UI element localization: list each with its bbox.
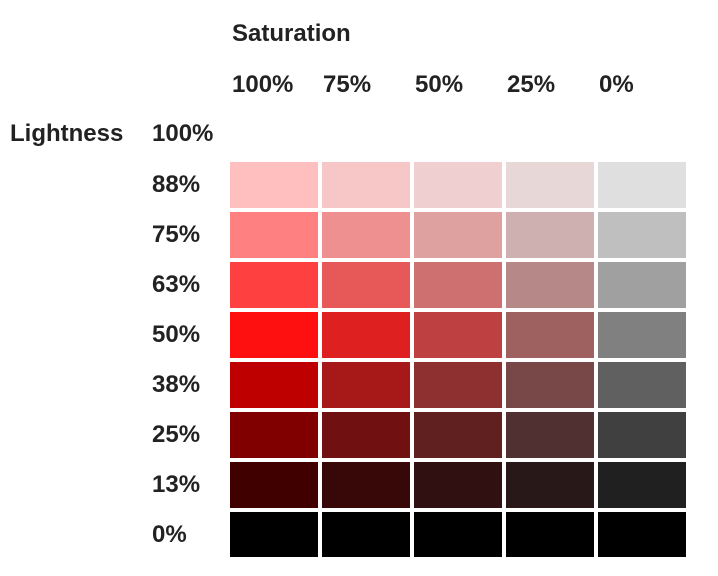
lightness-label-row: 38% [152,371,201,398]
color-swatch [230,512,318,557]
color-swatch [506,312,594,358]
color-swatch [322,212,410,258]
lightness-label-row: 0% [152,521,187,548]
lightness-label-100: 100% [152,120,214,147]
lightness-label-row: 75% [152,221,201,248]
color-swatch [414,162,502,208]
color-swatch [230,412,318,458]
color-swatch [506,462,594,508]
color-swatch [598,162,686,208]
color-swatch [322,262,410,308]
color-swatch [414,512,502,557]
color-swatch [322,512,410,557]
color-swatch [230,312,318,358]
lightness-label-row: 13% [152,471,201,498]
color-swatch [506,362,594,408]
saturation-header-50: 50% [415,71,464,98]
lightness-label-row: 25% [152,421,201,448]
color-swatch [322,362,410,408]
color-swatch [598,512,686,557]
color-swatch [414,412,502,458]
color-swatch [598,312,686,358]
color-swatch [598,262,686,308]
color-swatch [322,162,410,208]
color-swatch [230,162,318,208]
color-swatch [230,362,318,408]
lightness-label-row: 50% [152,321,201,348]
color-swatch [506,212,594,258]
color-swatch [506,412,594,458]
color-swatch [414,462,502,508]
color-swatch [598,362,686,408]
saturation-header-0: 0% [599,71,634,98]
color-swatch [322,312,410,358]
color-swatch [506,162,594,208]
color-swatch [322,412,410,458]
color-swatch [506,512,594,557]
color-swatch [230,212,318,258]
color-swatch [598,212,686,258]
color-swatch [230,262,318,308]
color-swatch [506,262,594,308]
color-swatch [598,412,686,458]
saturation-header-100: 100% [232,71,294,98]
lightness-label-row: 88% [152,171,201,198]
color-swatch [414,312,502,358]
color-swatch [414,362,502,408]
saturation-header-25: 25% [507,71,556,98]
color-swatch [414,262,502,308]
lightness-title: Lightness [10,120,124,147]
saturation-title: Saturation [232,20,351,47]
color-swatch [230,462,318,508]
lightness-label-row: 63% [152,271,201,298]
color-swatch [414,212,502,258]
saturation-header-75: 75% [323,71,372,98]
color-swatch [598,462,686,508]
color-swatch [322,462,410,508]
